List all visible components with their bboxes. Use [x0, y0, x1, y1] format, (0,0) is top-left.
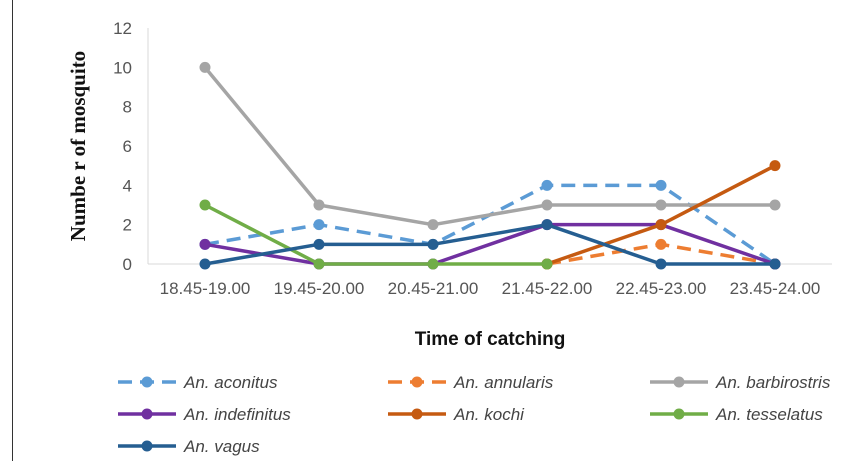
y-axis-title: Numbe r of mosquito [66, 51, 90, 241]
legend-label: An. kochi [453, 405, 525, 424]
legend-item: An. vagus [118, 437, 260, 456]
legend: An. aconitus An. annularis An. barbirostri… [118, 373, 831, 456]
y-tick-label: 10 [113, 58, 132, 77]
data-point [199, 61, 211, 73]
data-point [427, 238, 439, 250]
series-line [204, 203, 547, 266]
x-tick-label: 23.45-24.00 [730, 279, 821, 298]
y-tick-label: 8 [123, 98, 132, 117]
legend-item: An. barbirostris [650, 373, 831, 392]
data-point [541, 179, 553, 191]
data-point [769, 160, 781, 172]
data-point [655, 219, 667, 231]
x-tick-label: 21.45-22.00 [502, 279, 593, 298]
legend-label: An. barbirostris [715, 373, 831, 392]
data-point [199, 199, 211, 211]
x-tick-label: 19.45-20.00 [274, 279, 365, 298]
series-group [199, 61, 781, 231]
x-tick-label: 18.45-19.00 [160, 279, 251, 298]
data-point [769, 258, 781, 270]
legend-item: An. indefinitus [118, 405, 291, 424]
legend-marker [673, 408, 685, 420]
series-lines [199, 61, 781, 270]
data-point [769, 199, 781, 211]
x-axis-title: Time of catching [415, 329, 566, 350]
data-point [199, 258, 211, 270]
series-line [203, 66, 775, 227]
data-point [427, 219, 439, 231]
legend-item: An. annularis [388, 373, 554, 392]
data-point [541, 258, 553, 270]
data-point [655, 258, 667, 270]
series-group [199, 199, 553, 270]
data-point [541, 199, 553, 211]
y-tick-label: 12 [113, 19, 132, 38]
y-tick-label: 2 [123, 216, 132, 235]
legend-marker [673, 376, 685, 388]
series-line [204, 183, 776, 266]
legend-marker [411, 408, 423, 420]
series-group [199, 219, 781, 270]
legend-label: An. aconitus [183, 373, 278, 392]
legend-item: An. tesselatus [650, 405, 823, 424]
x-tick-label: 20.45-21.00 [388, 279, 479, 298]
series-group [199, 179, 781, 270]
series-group [199, 219, 781, 270]
legend-marker [141, 376, 153, 388]
y-tick-label: 6 [123, 137, 132, 156]
data-point [541, 219, 553, 231]
legend-marker [141, 408, 153, 420]
y-tick-labels: 0 2 4 6 8 10 12 [113, 19, 132, 274]
data-point [313, 219, 325, 231]
legend-marker [141, 440, 153, 452]
legend-marker [411, 376, 423, 388]
x-tick-label: 22.45-23.00 [616, 279, 707, 298]
left-border-line [12, 0, 13, 461]
data-point [655, 179, 667, 191]
legend-label: An. vagus [183, 437, 260, 456]
data-point [199, 238, 211, 250]
y-tick-label: 0 [123, 255, 132, 274]
data-point [655, 238, 667, 250]
data-point [313, 238, 325, 250]
legend-label: An. annularis [453, 373, 554, 392]
legend-label: An. tesselatus [715, 405, 823, 424]
data-point [427, 258, 439, 270]
data-point [313, 199, 325, 211]
x-tick-labels: 18.45-19.00 19.45-20.00 20.45-21.00 21.45-2… [160, 279, 821, 298]
series-line [204, 222, 776, 266]
series-line [204, 222, 775, 266]
data-point [655, 199, 667, 211]
legend-item: An. aconitus [118, 373, 278, 392]
legend-item: An. kochi [388, 405, 525, 424]
y-tick-label: 4 [123, 176, 132, 195]
legend-label: An. indefinitus [183, 405, 291, 424]
data-point [313, 258, 325, 270]
